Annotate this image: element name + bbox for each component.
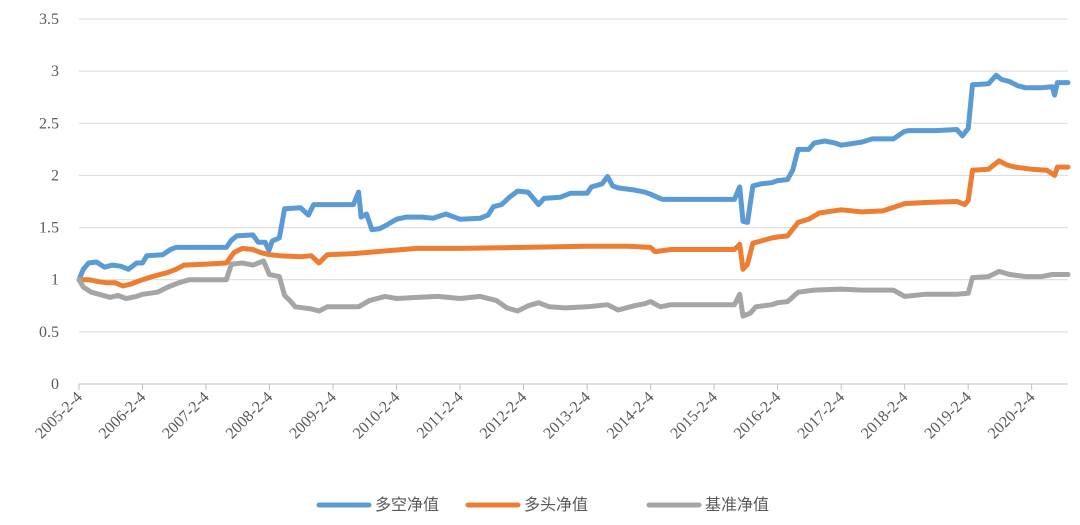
x-tick-label: 2011-2-4 (414, 389, 467, 442)
y-axis-ticks: 0 0.5 1 1.5 2 2.5 3 3.5 (39, 11, 59, 393)
x-tick-label: 2017-2-4 (795, 389, 848, 442)
x-axis: 2005-2-4 2006-2-4 2007-2-4 2008-2-4 2009-2-4… (32, 383, 1068, 442)
y-tick-label: 0 (51, 376, 59, 393)
series-line-3 (76, 258, 1071, 319)
x-tick-label: 2015-2-4 (667, 389, 720, 442)
x-tick-label: 2013-2-4 (540, 389, 593, 442)
legend-label: 多空净值 (375, 495, 439, 514)
x-tick-label: 2005-2-4 (32, 389, 85, 442)
legend: 多空净值 多头净值 基准净值 (316, 495, 769, 514)
x-tick-label: 2012-2-4 (477, 389, 530, 442)
grid-lines (79, 18, 1068, 333)
legend-item-1: 多空净值 (316, 495, 439, 514)
legend-label: 多头净值 (524, 495, 588, 514)
x-tick-label: 2007-2-4 (159, 389, 212, 442)
x-tick-label: 2009-2-4 (286, 389, 339, 442)
x-tick-label: 2018-2-4 (858, 389, 911, 442)
y-tick-label: 2.5 (39, 115, 59, 132)
x-tick-label: 2019-2-4 (922, 389, 975, 442)
y-tick-label: 1 (51, 272, 59, 289)
y-tick-label: 0.5 (39, 324, 59, 341)
x-tick-label: 2010-2-4 (350, 389, 403, 442)
y-tick-label: 3 (51, 63, 59, 80)
series-line-1 (76, 72, 1071, 283)
x-tick-label: 2016-2-4 (731, 389, 784, 442)
x-tick-label: 2014-2-4 (604, 389, 657, 442)
x-tick-label: 2008-2-4 (223, 389, 276, 442)
legend-item-2: 多头净值 (465, 495, 588, 514)
legend-label: 基准净值 (705, 495, 769, 514)
y-tick-label: 1.5 (39, 220, 59, 237)
legend-item-3: 基准净值 (646, 495, 769, 514)
y-tick-label: 2 (51, 167, 59, 184)
x-tick-label: 2006-2-4 (96, 389, 149, 442)
series-line-2 (76, 158, 1071, 289)
series-lines (76, 72, 1071, 319)
x-tick-label: 2020-2-4 (985, 389, 1038, 442)
y-tick-label: 3.5 (39, 11, 59, 28)
